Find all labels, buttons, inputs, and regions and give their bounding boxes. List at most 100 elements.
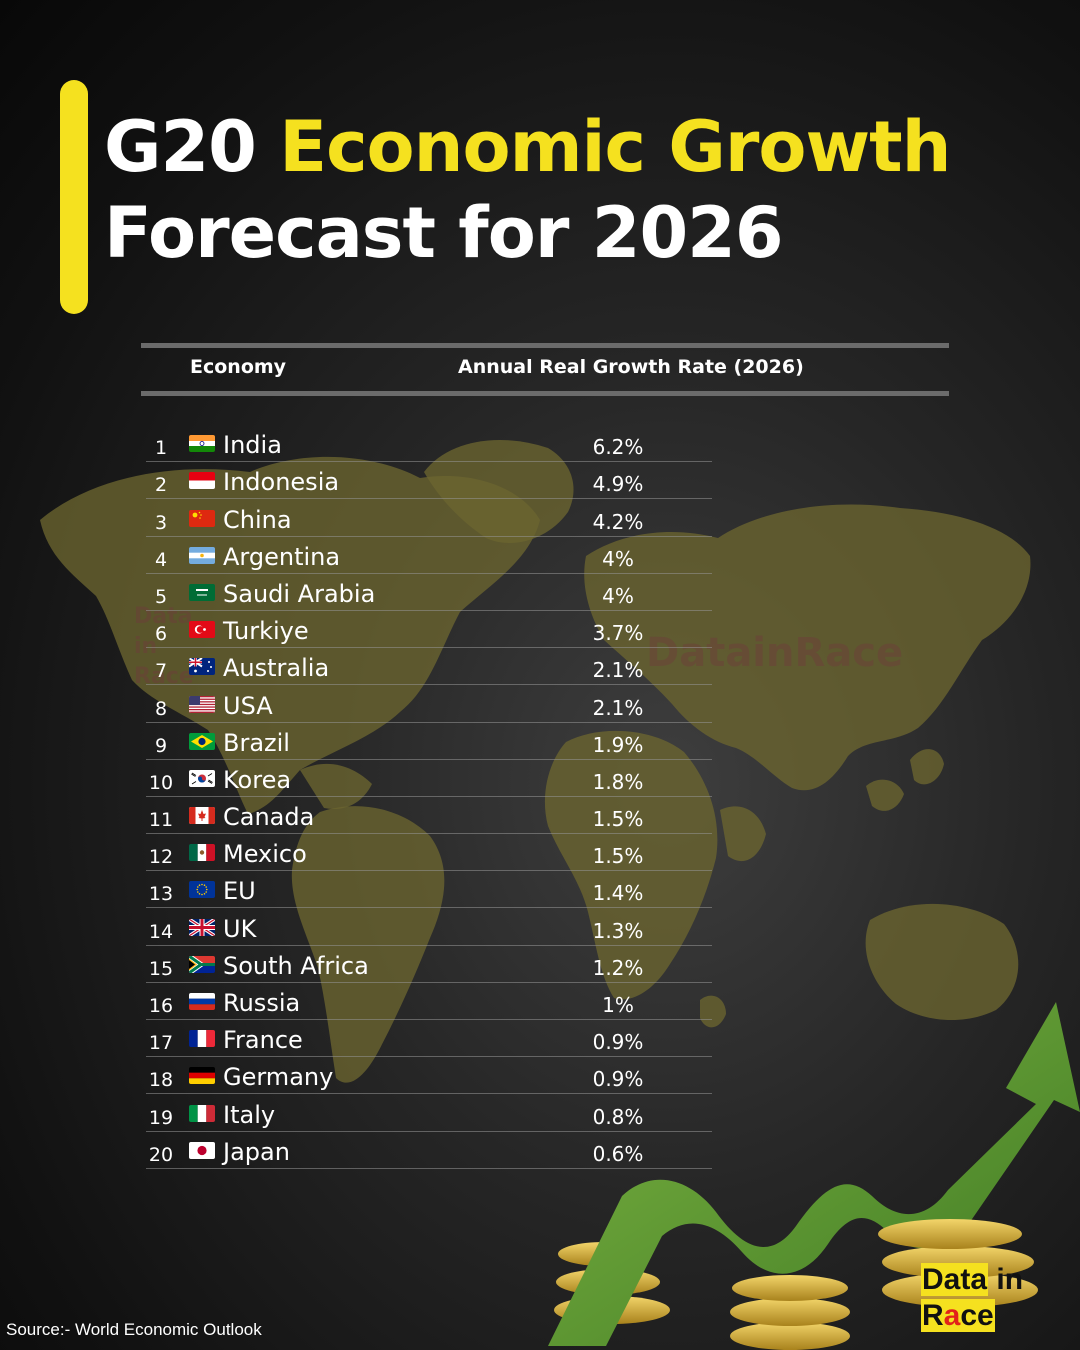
table-row: 13 EU 1.4% — [146, 871, 712, 909]
australia-flag-icon — [189, 658, 215, 676]
growth-rate-value: 0.9% — [592, 1030, 644, 1055]
country-name: Russia — [223, 989, 301, 1017]
table-row: 2 Indonesia 4.9% — [146, 462, 712, 500]
coin-stack-middle — [730, 1275, 850, 1350]
growth-rate-value: 4% — [602, 583, 634, 608]
country-name: Italy — [223, 1100, 276, 1129]
growth-table: 1 India 6.2% 2 Indonesia 4.9% 3 China 4.2% 4 Argen… — [146, 425, 712, 1169]
table-row: 6 Turkiye 3.7% — [146, 611, 712, 649]
growth-rate-value: 1.9% — [592, 732, 644, 757]
growth-rate-value: 1.3% — [592, 918, 644, 943]
rank-number: 15 — [148, 957, 174, 980]
rank-number: 11 — [148, 809, 174, 832]
rank-number: 19 — [148, 1106, 174, 1129]
table-row: 12 Mexico 1.5% — [146, 834, 712, 872]
country-name: USA — [223, 691, 273, 720]
rank-number: 17 — [148, 1032, 174, 1055]
table-row: 11 Canada 1.5% — [146, 797, 712, 835]
growth-rate-value: 1.8% — [592, 769, 644, 794]
growth-rate-value: 4% — [602, 546, 634, 571]
india-flag-icon — [189, 435, 215, 453]
logo-r: R — [922, 1299, 944, 1332]
saudi-arabia-flag-icon — [189, 583, 215, 601]
growth-rate-value: 4.9% — [592, 472, 644, 497]
title-part-1: G20 — [104, 106, 280, 188]
rank-number: 4 — [154, 548, 168, 571]
country-name: China — [223, 505, 292, 534]
logo-in: in — [988, 1263, 1024, 1296]
table-row: 18 Germany 0.9% — [146, 1057, 712, 1095]
country-name: Germany — [223, 1063, 334, 1092]
growth-rate-value: 1.4% — [592, 881, 644, 906]
logo-data: Data — [921, 1263, 989, 1296]
title-part-3: Forecast for 2026 — [104, 192, 784, 274]
growth-rate-value: 0.8% — [592, 1104, 644, 1129]
rank-number: 18 — [148, 1069, 174, 1092]
rank-number: 8 — [154, 697, 168, 720]
table-header-rule — [141, 391, 949, 396]
country-name: Mexico — [223, 840, 307, 869]
table-row: 10 Korea 1.8% — [146, 760, 712, 797]
rank-number: 2 — [154, 474, 168, 497]
canada-flag-icon — [189, 807, 215, 825]
title-highlight: Economic Growth — [279, 106, 951, 188]
country-name: Canada — [223, 803, 315, 832]
growth-rate-value: 1.2% — [592, 955, 644, 980]
table-row: 1 India 6.2% — [146, 425, 712, 463]
title-accent-bar — [60, 80, 88, 314]
growth-rate-value: 2.1% — [592, 658, 644, 683]
rank-number: 3 — [154, 511, 168, 534]
growth-rate-value: 1% — [602, 993, 634, 1017]
germany-flag-icon — [189, 1067, 215, 1085]
country-name: Turkiye — [223, 617, 309, 646]
table-row: 16 Russia 1% — [146, 983, 712, 1020]
country-name: Brazil — [223, 728, 290, 757]
growth-rate-value: 3.7% — [592, 621, 644, 646]
table-row: 4 Argentina 4% — [146, 537, 712, 574]
japan-flag-icon — [189, 1141, 215, 1159]
indonesia-flag-icon — [189, 472, 215, 490]
table-row: 17 France 0.9% — [146, 1020, 712, 1058]
korea-flag-icon — [189, 769, 215, 787]
table-row: 19 Italy 0.8% — [146, 1094, 712, 1132]
growth-arrow — [548, 1002, 1080, 1346]
country-name: Indonesia — [223, 468, 340, 497]
table-row: 9 Brazil 1.9% — [146, 723, 712, 760]
rank-number: 1 — [154, 437, 168, 460]
watermark-text: DatainRace — [646, 630, 904, 676]
column-header-economy: Economy — [190, 356, 287, 378]
table-row: 20 Japan 0.6% — [146, 1132, 712, 1169]
uk-flag-icon — [189, 918, 215, 936]
italy-flag-icon — [189, 1104, 215, 1122]
brand-logo: Data in Race — [921, 1262, 1061, 1334]
rank-number: 6 — [154, 623, 168, 646]
table-row: 15 South Africa 1.2% — [146, 946, 712, 983]
growth-rate-value: 1.5% — [592, 807, 644, 832]
table-row: 7 Australia 2.1% — [146, 648, 712, 686]
china-flag-icon — [189, 509, 215, 527]
brazil-flag-icon — [189, 732, 215, 750]
rank-number: 13 — [148, 883, 174, 906]
growth-rate-value: 0.6% — [592, 1141, 644, 1166]
growth-rate-value: 0.9% — [592, 1067, 644, 1092]
growth-rate-value: 2.1% — [592, 695, 644, 720]
table-row: 14 UK 1.3% — [146, 908, 712, 946]
rank-number: 7 — [154, 660, 168, 683]
mexico-flag-icon — [189, 844, 215, 862]
country-name: Australia — [223, 654, 330, 683]
eu-flag-icon — [189, 881, 215, 899]
source-note: Source:- World Economic Outlook — [6, 1320, 262, 1339]
table-row: 3 China 4.2% — [146, 499, 712, 537]
turkiye-flag-icon — [189, 621, 215, 639]
rank-number: 9 — [154, 734, 168, 757]
country-name: Saudi Arabia — [223, 579, 376, 608]
column-header-growth-rate: Annual Real Growth Rate (2026) — [458, 356, 804, 378]
country-name: France — [223, 1026, 303, 1055]
rank-number: 5 — [154, 585, 168, 608]
growth-rate-value: 1.5% — [592, 844, 644, 869]
rank-number: 10 — [148, 771, 174, 794]
rank-number: 14 — [148, 920, 174, 943]
table-row: 8 USA 2.1% — [146, 685, 712, 723]
country-name: UK — [223, 914, 257, 943]
